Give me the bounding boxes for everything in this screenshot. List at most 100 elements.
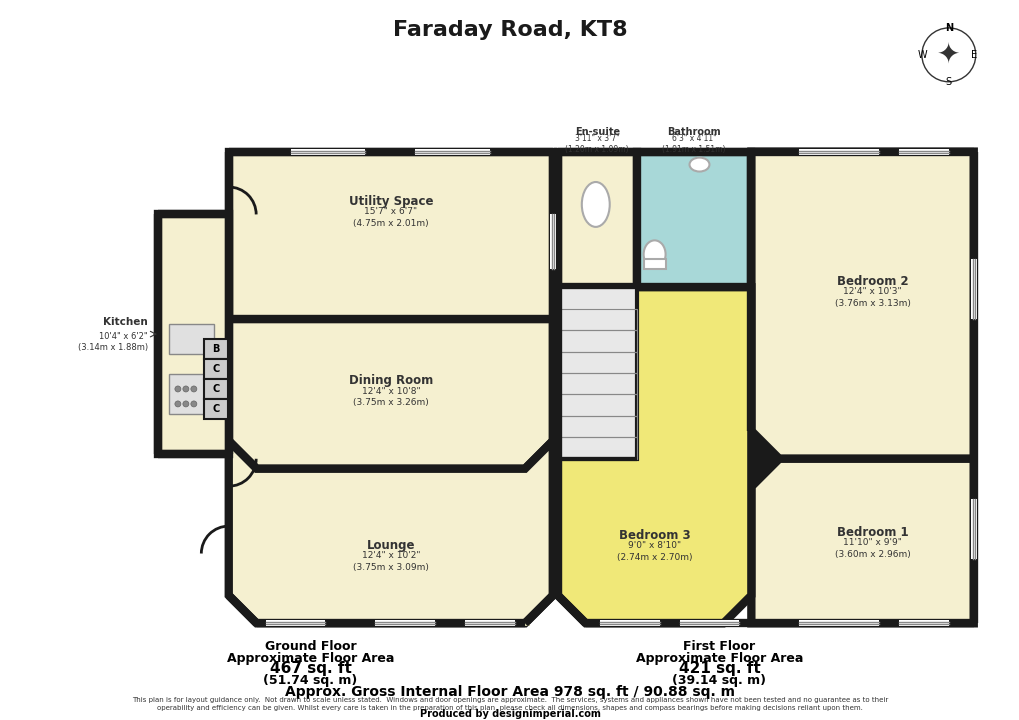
Bar [557,309,636,330]
Polygon shape [158,215,228,454]
Bar [557,351,636,373]
Bar [643,259,665,269]
Bar [228,186,230,215]
Ellipse shape [581,182,609,227]
Text: This plan is for layout guidance only.  Not drawn to scale unless stated.  Windo: This plan is for layout guidance only. N… [131,697,888,711]
Bar [970,259,976,319]
Text: C: C [212,384,219,394]
Text: B: B [212,344,219,354]
Bar [557,330,636,351]
Text: En-suite: En-suite [574,127,620,137]
Bar [549,148,555,598]
Ellipse shape [689,158,709,171]
Text: 12'4" x 10'3"
(3.76m x 3.13m): 12'4" x 10'3" (3.76m x 3.13m) [834,287,910,307]
Text: W: W [916,50,926,60]
Text: 10'4" x 6'2"
(3.14m x 1.88m): 10'4" x 6'2" (3.14m x 1.88m) [77,332,148,353]
Text: E: E [970,50,976,60]
Bar [169,324,214,354]
Polygon shape [228,441,552,624]
Ellipse shape [643,240,665,269]
Text: N: N [944,23,952,33]
Bar [306,148,385,155]
Bar [204,359,227,379]
Text: Utility Space: Utility Space [348,195,433,208]
Text: 9'0" x 8'10"
(2.74m x 2.70m): 9'0" x 8'10" (2.74m x 2.70m) [616,541,692,562]
Circle shape [182,401,189,407]
Bar [799,148,878,155]
Bar [898,621,948,626]
Bar [225,215,231,454]
Bar [204,399,227,419]
Text: S: S [945,77,951,87]
Bar [557,437,636,459]
Bar [679,621,739,626]
Bar [898,148,948,155]
Text: Dining Room: Dining Room [348,374,432,387]
Bar [415,148,489,155]
Bar [169,374,214,414]
Polygon shape [557,152,636,287]
Bar [557,395,636,416]
Text: 12'4" x 10'8"
(3.75m x 3.26m): 12'4" x 10'8" (3.75m x 3.26m) [353,387,428,408]
Text: Bathroom: Bathroom [666,127,720,137]
Text: Approx. Gross Internal Floor Area 978 sq. ft / 90.88 sq. m: Approx. Gross Internal Floor Area 978 sq… [284,685,735,699]
Text: Faraday Road, KT8: Faraday Road, KT8 [392,20,627,40]
Bar [270,621,330,626]
Bar [480,621,530,626]
Text: First Floor: First Floor [683,640,755,653]
Polygon shape [636,152,751,287]
Bar [970,499,976,559]
Bar [155,451,231,456]
Text: ✦: ✦ [936,41,960,69]
Text: 467 sq. ft: 467 sq. ft [269,661,352,675]
Polygon shape [228,441,552,469]
Text: (39.14 sq. m): (39.14 sq. m) [672,674,765,687]
Bar [204,339,227,359]
Text: 421 sq. ft: 421 sq. ft [678,661,759,675]
Text: Kitchen: Kitchen [103,317,148,327]
Text: 15'7" x 6'7"
(4.75m x 2.01m): 15'7" x 6'7" (4.75m x 2.01m) [353,207,428,228]
Bar [290,148,365,155]
Text: Ground Floor: Ground Floor [265,640,356,653]
Text: Approximate Floor Area: Approximate Floor Area [635,652,802,665]
Text: 6'3" x 4'11"
(1.91m x 1.51m): 6'3" x 4'11" (1.91m x 1.51m) [661,134,726,153]
Text: Bedroom 2: Bedroom 2 [836,275,908,288]
Bar [155,212,161,456]
Bar [375,621,435,626]
Bar [265,621,325,626]
Bar [225,148,231,456]
Text: Approximate Floor Area: Approximate Floor Area [226,652,393,665]
Text: Bedroom 3: Bedroom 3 [619,529,690,542]
Polygon shape [751,431,779,487]
Polygon shape [557,287,751,624]
Text: C: C [212,404,219,414]
Polygon shape [228,152,552,319]
Bar [225,148,555,155]
Text: Lounge: Lounge [366,539,415,552]
Bar [557,416,636,437]
Text: Bedroom 1: Bedroom 1 [836,526,908,539]
Text: 11'10" x 9'9"
(3.60m x 2.96m): 11'10" x 9'9" (3.60m x 2.96m) [834,538,910,559]
Bar [204,379,227,399]
Circle shape [191,386,197,392]
Text: 3'11" x 3'7"
(1.20m x 1.09m): 3'11" x 3'7" (1.20m x 1.09m) [565,134,629,153]
Circle shape [191,401,197,407]
Bar [430,148,510,155]
Bar [799,621,878,626]
Text: Produced by designimperial.com: Produced by designimperial.com [419,709,600,719]
Text: 12'4" x 10'2"
(3.75m x 3.09m): 12'4" x 10'2" (3.75m x 3.09m) [353,551,428,572]
Circle shape [174,386,180,392]
Circle shape [182,386,189,392]
Polygon shape [557,287,636,459]
Circle shape [174,401,180,407]
Bar [390,621,449,626]
Bar [599,621,659,626]
Polygon shape [751,152,973,459]
Polygon shape [751,459,973,624]
Polygon shape [228,319,552,469]
Bar [557,373,636,395]
Bar [465,621,515,626]
Bar [549,210,555,259]
Text: C: C [212,364,219,374]
Bar [549,215,555,269]
